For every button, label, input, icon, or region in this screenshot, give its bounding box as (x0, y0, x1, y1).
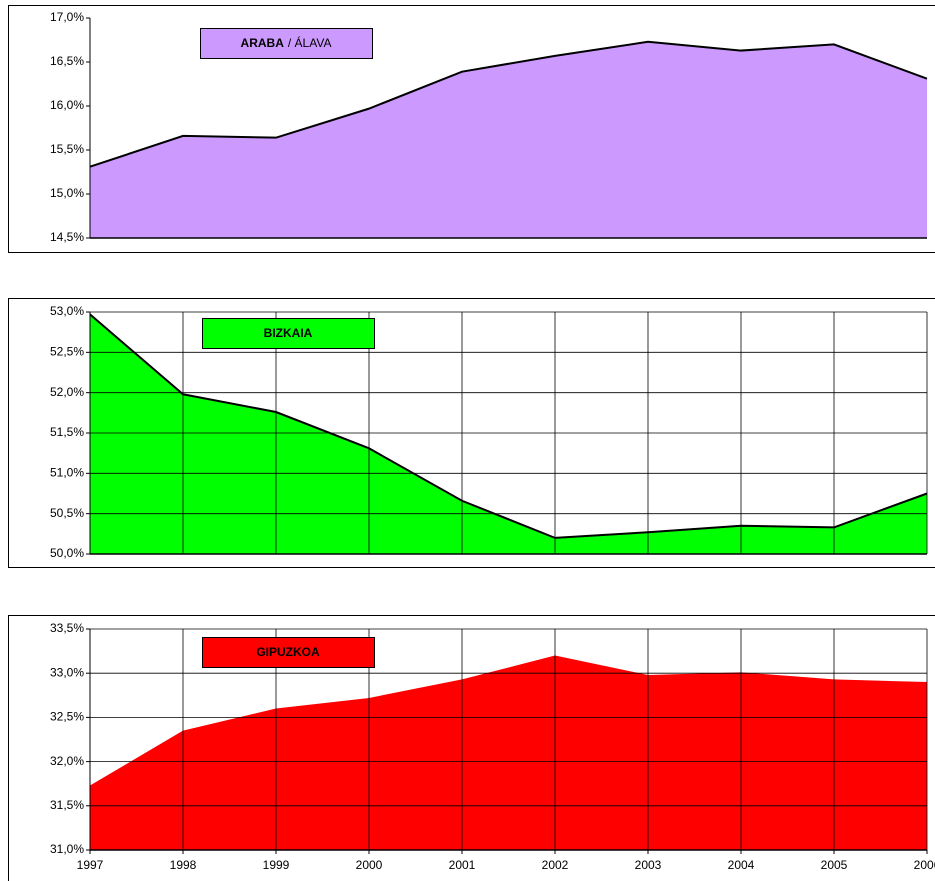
chart-title: BIZKAIA (264, 326, 313, 340)
x-tick-label: 1997 (77, 858, 104, 872)
y-tick-label: 15,0% (50, 186, 84, 200)
y-tick-label: 53,0% (50, 304, 84, 318)
title-bold: BIZKAIA (264, 326, 313, 340)
y-tick-label: 33,0% (50, 665, 84, 679)
area (90, 314, 927, 554)
y-tick-label: 51,5% (50, 425, 84, 439)
x-tick-label: 2005 (821, 858, 848, 872)
y-tick-label: 52,5% (50, 345, 84, 359)
y-tick-label: 33,5% (50, 621, 84, 635)
title-bold: GIPUZKOA (256, 645, 320, 659)
x-tick-label: 2000 (356, 858, 383, 872)
y-tick-label: 16,0% (50, 98, 84, 112)
x-tick-label: 2004 (728, 858, 755, 872)
y-tick-label: 16,5% (50, 54, 84, 68)
title-box (202, 637, 375, 668)
y-tick-label: 31,5% (50, 798, 84, 812)
y-tick-label: 51,0% (50, 466, 84, 480)
x-tick-label: 1999 (263, 858, 290, 872)
y-tick-label: 52,0% (50, 385, 84, 399)
y-tick-label: 50,0% (50, 546, 84, 560)
y-tick-label: 15,5% (50, 142, 84, 156)
title-bold: ARABA (241, 36, 285, 50)
x-tick-label: 2003 (635, 858, 662, 872)
y-tick-label: 14,5% (50, 230, 84, 244)
x-tick-label: 2006 (914, 858, 935, 872)
chart-title: GIPUZKOA (256, 645, 320, 659)
title-box (200, 28, 373, 59)
title-box (202, 318, 375, 349)
y-tick-label: 31,0% (50, 842, 84, 856)
y-tick-label: 17,0% (50, 10, 84, 24)
y-tick-label: 32,5% (50, 710, 84, 724)
area-outline (89, 313, 928, 539)
area-outline (89, 40, 928, 168)
chart-title: ARABA / ÁLAVA (241, 35, 332, 50)
area (90, 655, 927, 850)
area (90, 41, 927, 239)
y-tick-label: 32,0% (50, 754, 84, 768)
y-tick-label: 50,5% (50, 506, 84, 520)
x-tick-label: 1998 (170, 858, 197, 872)
title-suffix: / ÁLAVA (288, 35, 332, 50)
x-tick-label: 2001 (449, 858, 476, 872)
x-tick-label: 2002 (542, 858, 569, 872)
